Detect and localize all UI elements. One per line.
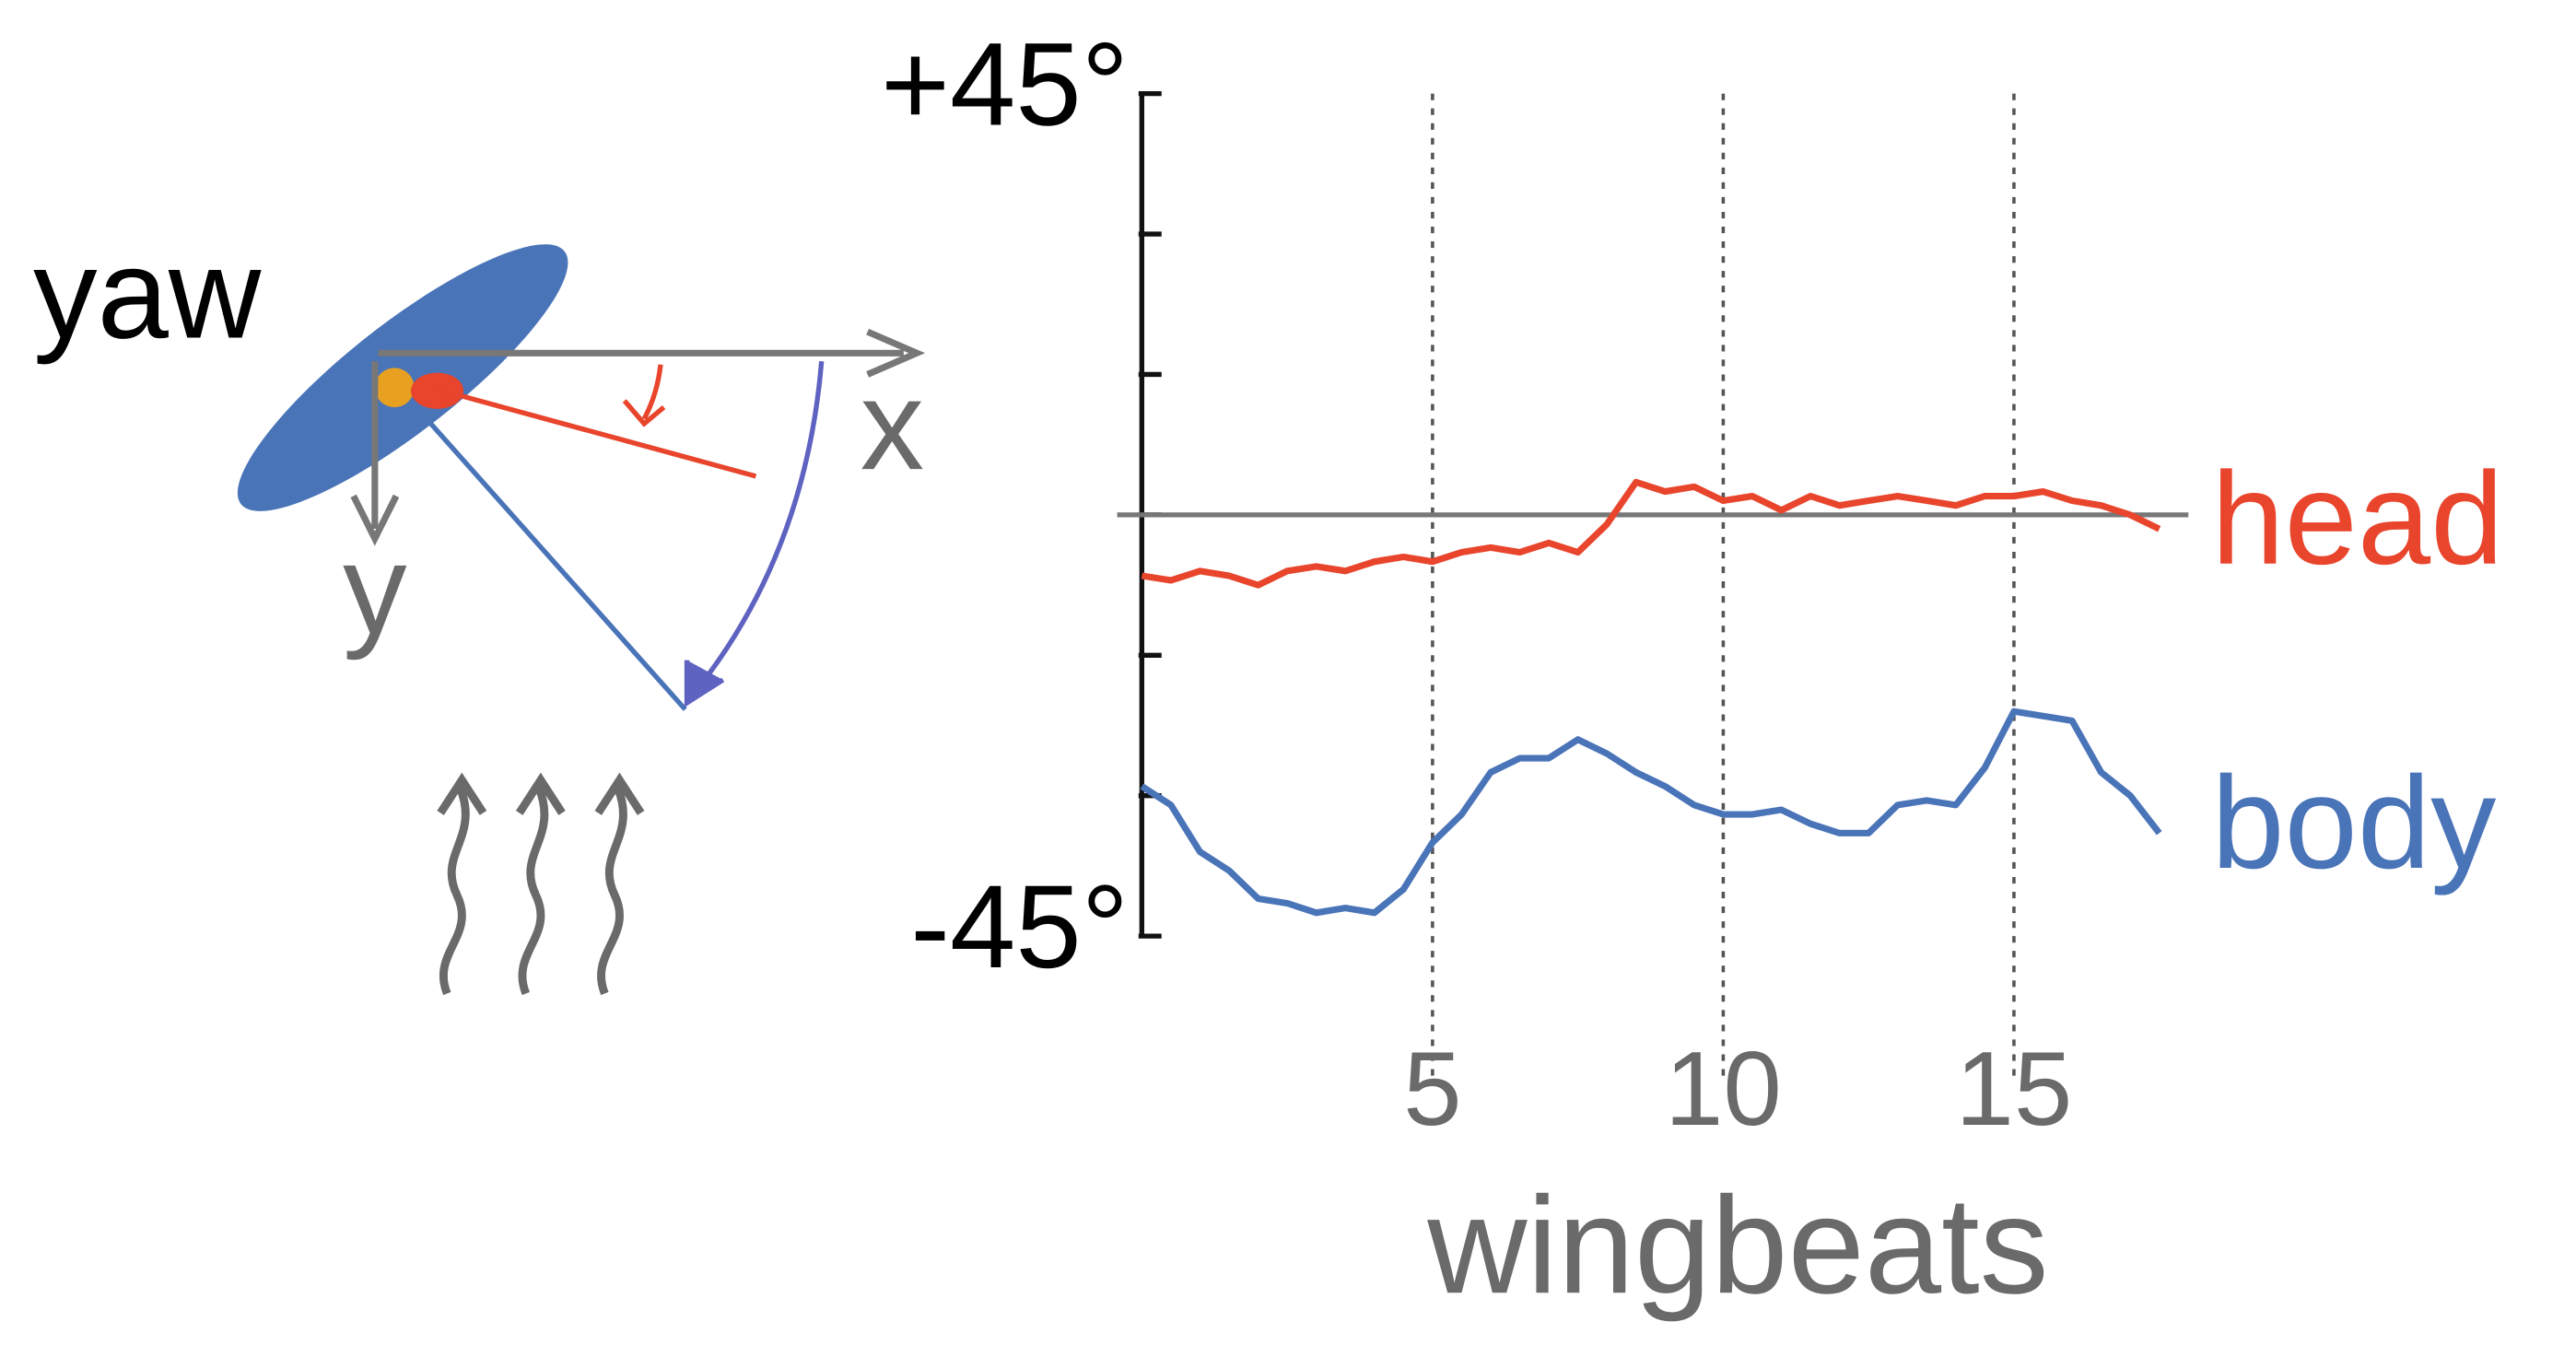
- series-label: body: [2211, 750, 2497, 896]
- y-arrowhead: [350, 494, 400, 546]
- x-tick-label: 5: [1403, 1031, 1461, 1148]
- x-axis-title: wingbeats: [1426, 1167, 2048, 1322]
- body-angle-arc: [688, 360, 825, 700]
- head-direction: [429, 385, 757, 479]
- body-direction: [416, 408, 687, 711]
- fly-body: [374, 368, 415, 408]
- y-tick-label: +45°: [881, 19, 1129, 151]
- body-angle-arrowhead: [684, 660, 725, 708]
- x-tick-label: 10: [1665, 1031, 1782, 1148]
- x-axis-label: x: [861, 354, 925, 497]
- yaw-diagram: yaw x y: [33, 223, 926, 996]
- series-line: [1140, 708, 2162, 917]
- y-tick-label: -45°: [910, 861, 1129, 993]
- x-arrowhead: [866, 328, 926, 378]
- series-label: head: [2211, 446, 2503, 592]
- y-axis-label: y: [343, 518, 407, 661]
- airflow-arrows: [437, 772, 645, 996]
- rotation-label: yaw: [33, 223, 262, 366]
- head-angle-arrow: [622, 364, 666, 427]
- series-line: [1141, 478, 2161, 589]
- x-tick-label: 15: [1955, 1031, 2072, 1148]
